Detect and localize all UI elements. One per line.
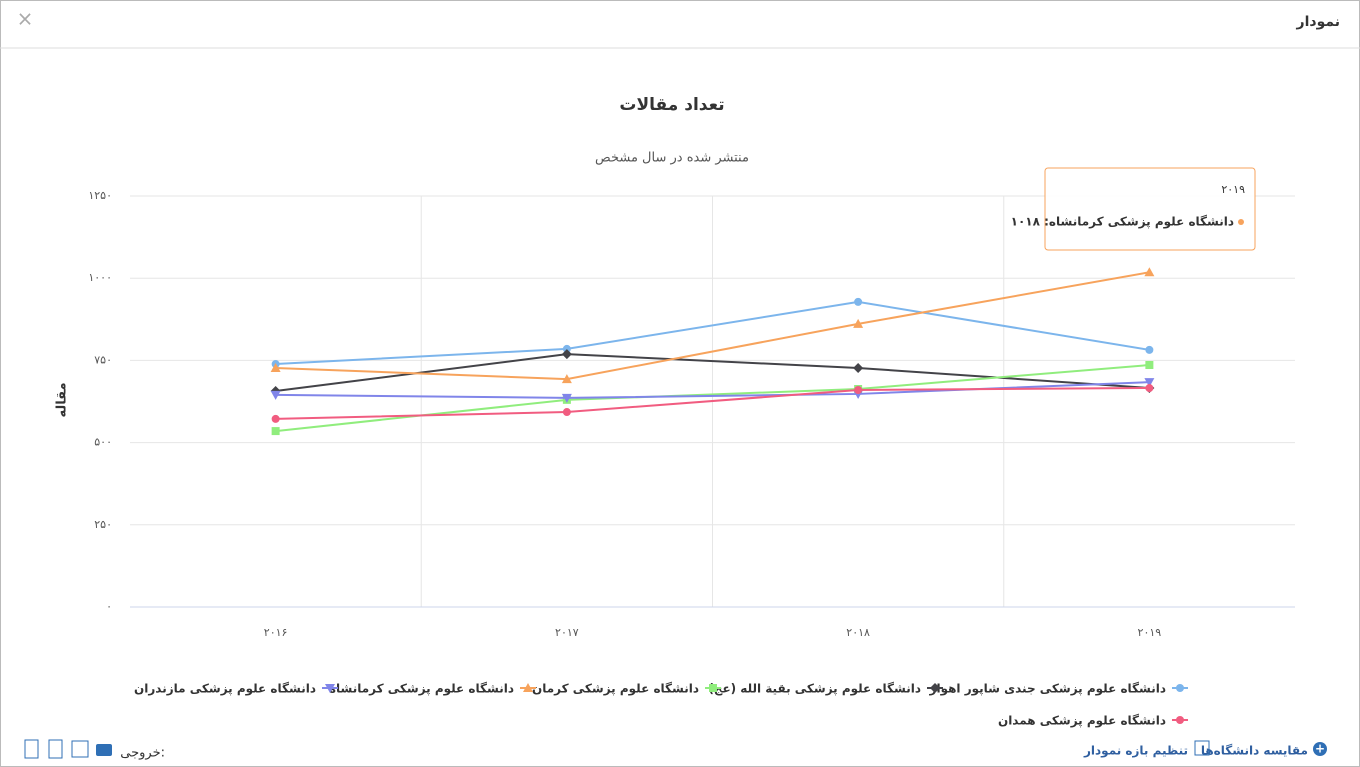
marker <box>561 393 572 403</box>
legend-label[interactable]: دانشگاه علوم پزشکی بقیة الله (عج) <box>708 682 921 697</box>
marker <box>1176 684 1184 692</box>
tooltip-label: دانشگاه علوم پزشکی کرمانشاه: ۱۰۱۸ <box>1011 215 1234 230</box>
x-tick-label: ۲۰۱۸ <box>846 626 870 639</box>
marker <box>562 408 571 417</box>
marker <box>561 349 572 360</box>
legend: دانشگاه علوم پزشکی جندی شاپور اهواز دانشگ… <box>134 682 1188 729</box>
marker <box>325 684 335 693</box>
series <box>270 267 1155 384</box>
marker <box>854 385 863 394</box>
calendar-icon[interactable] <box>1194 740 1210 756</box>
series-line <box>275 387 1150 420</box>
legend-label[interactable]: دانشگاه علوم پزشکی کرمان <box>532 682 699 697</box>
y-tick-label: ۱۰۰۰ <box>88 271 112 284</box>
x-tick-label: ۲۰۱۹ <box>1138 626 1162 639</box>
marker <box>1176 716 1184 724</box>
marker <box>1145 361 1154 370</box>
compare-plus: + <box>1315 742 1325 756</box>
legend-label[interactable]: دانشگاه علوم پزشکی همدان <box>998 714 1166 729</box>
marker <box>853 318 864 328</box>
x-tick-label: ۲۰۱۷ <box>555 626 579 639</box>
close-button[interactable]: × <box>17 7 34 31</box>
marker <box>1145 384 1154 393</box>
tooltip-box <box>1044 167 1256 251</box>
marker <box>1144 378 1155 388</box>
y-tick-label: ۱۲۵۰ <box>88 189 112 202</box>
marker <box>1144 267 1155 277</box>
range-link[interactable]: تنظیم بازه نمودار <box>1083 744 1188 759</box>
compare-link[interactable]: مقایسه دانشگاه‌ها <box>1201 744 1308 758</box>
marker <box>271 427 280 436</box>
footer: + مقایسه دانشگاه‌ها تنظیم بازه نمودار خر… <box>24 739 1327 761</box>
marker <box>561 374 572 384</box>
marker <box>270 362 281 372</box>
chart-subtitle: منتشر شده در سال مشخص <box>595 151 749 166</box>
marker <box>523 683 533 692</box>
y-tick-label: ۵۰۰ <box>94 436 112 449</box>
y-tick-label: ۰ <box>106 600 112 613</box>
y-axis-label: مقاله <box>55 382 70 417</box>
chart-title: تعداد مقالات <box>619 95 724 115</box>
marker <box>854 297 863 306</box>
marker <box>853 362 864 373</box>
marker <box>562 344 571 353</box>
tooltip-title: ۲۰۱۹ <box>1221 183 1245 196</box>
series <box>271 384 1154 423</box>
marker <box>709 684 717 692</box>
marker <box>930 683 940 693</box>
series-line <box>275 271 1150 381</box>
dialog-title: نمودار <box>1296 14 1340 30</box>
series <box>271 297 1154 369</box>
legend-label[interactable]: دانشگاه علوم پزشکی مازندران <box>134 682 316 697</box>
pdf-icon[interactable] <box>48 739 63 759</box>
tooltip: ۲۰۱۹ دانشگاه علوم پزشکی کرمانشاه: ۱۰۱۸ <box>1011 167 1256 251</box>
marker <box>1145 345 1154 354</box>
tooltip-dot <box>1238 219 1244 225</box>
compare-icon[interactable] <box>1313 742 1327 756</box>
export-label: خروجی: <box>120 746 165 761</box>
x-tick-label: ۲۰۱۶ <box>264 626 288 639</box>
marker <box>271 414 280 423</box>
marker <box>270 390 281 400</box>
excel-icon[interactable] <box>24 739 39 759</box>
legend-label[interactable]: دانشگاه علوم پزشکی کرمانشاه <box>329 682 514 697</box>
print-icon[interactable] <box>96 744 112 756</box>
legend-label[interactable]: دانشگاه علوم پزشکی جندی شاپور اهواز <box>929 682 1166 697</box>
image-icon[interactable] <box>71 740 89 758</box>
y-tick-label: ۲۵۰ <box>94 518 112 531</box>
series-line <box>275 300 1150 366</box>
y-tick-label: ۷۵۰ <box>94 353 112 366</box>
